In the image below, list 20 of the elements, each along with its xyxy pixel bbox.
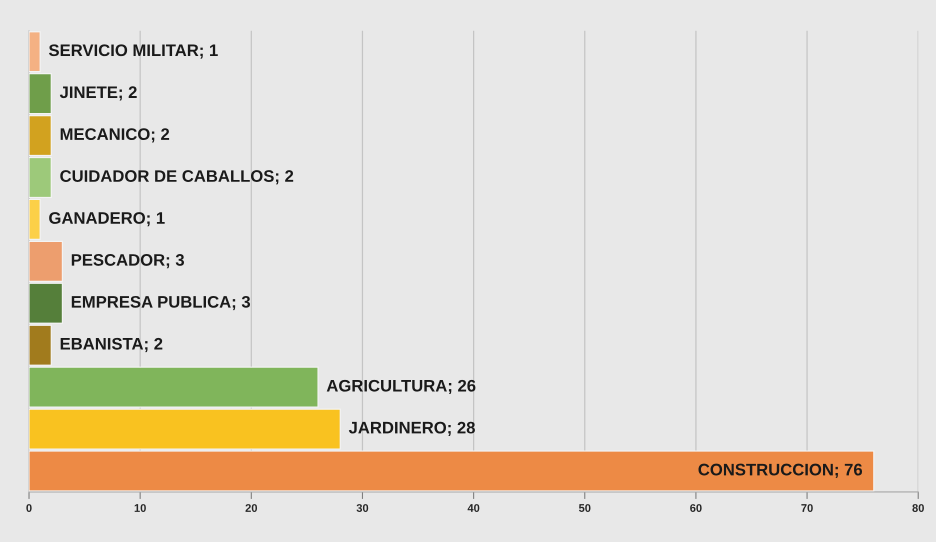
x-tick-label: 10	[134, 504, 146, 512]
x-tick-label: 60	[690, 504, 702, 512]
x-tick-label: 80	[912, 504, 924, 512]
data-label: AGRICULTURA; 26	[326, 380, 476, 394]
data-label: JARDINERO; 28	[348, 422, 475, 436]
data-label: MECANICO; 2	[60, 128, 170, 142]
x-tick-label: 40	[468, 504, 480, 512]
data-label: EMPRESA PUBLICA; 3	[72, 296, 250, 310]
data-label: SERVICIO MILITAR; 1	[48, 44, 218, 59]
data-label: JINETE; 2	[60, 86, 137, 101]
data-label: CUIDADOR DE CABALLOS; 2	[60, 170, 294, 184]
data-label: EBANISTA; 2	[60, 338, 162, 352]
x-tick-label: 20	[246, 504, 258, 512]
x-tick-label: 50	[578, 504, 590, 512]
x-tick-label: 30	[356, 504, 368, 512]
data-label: GANADERO; 1	[49, 212, 165, 226]
data-label: PESCADOR; 3	[72, 254, 184, 268]
data-label: CONSTRUCCION; 76	[698, 464, 862, 478]
x-tick-label: 0	[26, 504, 32, 512]
x-tick-label: 70	[801, 504, 813, 512]
